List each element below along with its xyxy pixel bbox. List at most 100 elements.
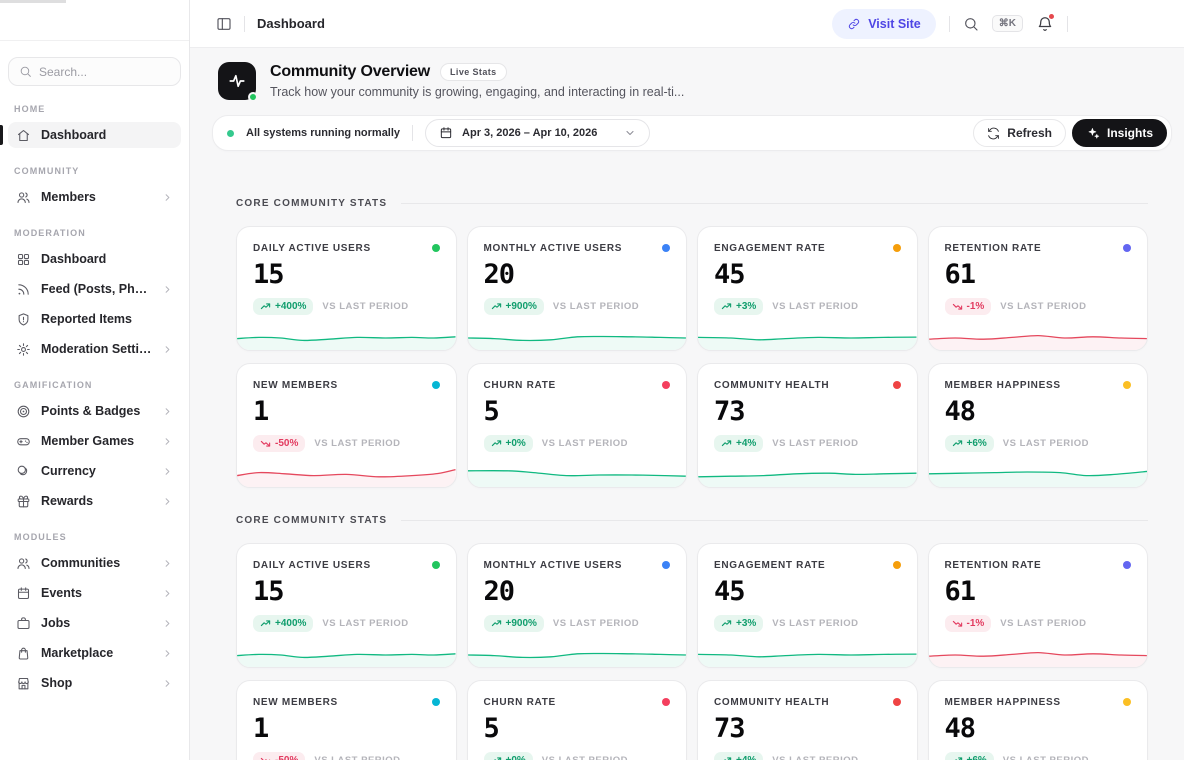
home-icon — [16, 128, 31, 143]
page-header: Community Overview Live Stats Track how … — [212, 62, 1172, 100]
calendar-icon — [16, 586, 31, 601]
stat-compare-note: VS LAST PERIOD — [542, 438, 628, 449]
sidebar-item-moderation-settings[interactable]: Moderation Settings — [8, 336, 181, 362]
insights-button[interactable]: Insights — [1072, 119, 1167, 147]
stat-label: COMMUNITY HEALTH — [714, 380, 829, 391]
gift-icon — [16, 494, 31, 509]
stat-value: 15 — [253, 578, 440, 605]
stat-compare-note: VS LAST PERIOD — [1000, 301, 1086, 312]
notifications-button[interactable] — [1036, 15, 1054, 33]
stat-change-badge: +0% — [484, 435, 533, 452]
trend-up-icon — [721, 438, 732, 449]
sidebar-item-reported-items[interactable]: Reported Items — [8, 306, 181, 332]
sidebar-nav: HOME Dashboard COMMUNITY Members MODERAT… — [8, 104, 181, 696]
stat-change-value: +3% — [736, 301, 756, 312]
sidebar-item-shop[interactable]: Shop — [8, 670, 181, 696]
visit-site-button[interactable]: Visit Site — [832, 9, 936, 39]
stat-compare-note: VS LAST PERIOD — [314, 438, 400, 449]
stat-value: 1 — [253, 398, 440, 425]
grid-icon — [16, 252, 31, 267]
stat-label: COMMUNITY HEALTH — [714, 697, 829, 708]
stat-card-new-members: NEW MEMBERS 1 -50% VS LAST PERIOD — [236, 680, 457, 760]
stat-compare-note: VS LAST PERIOD — [772, 618, 858, 629]
sidebar-item-dashboard[interactable]: Dashboard — [8, 246, 181, 272]
keyboard-shortcut-badge: ⌘K — [992, 15, 1023, 32]
sidebar-item-jobs[interactable]: Jobs — [8, 610, 181, 636]
refresh-button[interactable]: Refresh — [973, 119, 1066, 147]
trend-down-icon — [952, 301, 963, 312]
sparkline-chart — [468, 320, 687, 350]
stat-change-badge: +6% — [945, 435, 994, 452]
trend-down-icon — [260, 438, 271, 449]
sidebar-section-label: GAMIFICATION — [14, 380, 175, 390]
sidebar-item-dashboard[interactable]: Dashboard — [8, 122, 181, 148]
page-subtitle: Track how your community is growing, eng… — [270, 85, 684, 99]
section-title: CORE COMMUNITY STATS — [236, 515, 387, 526]
sidebar-item-members[interactable]: Members — [8, 184, 181, 210]
stat-label: NEW MEMBERS — [253, 697, 338, 708]
sidebar-item-label: Feed (Posts, Photos, Vi... — [41, 282, 152, 296]
stat-value: 5 — [484, 398, 671, 425]
sidebar-item-feed-posts-photos-vi[interactable]: Feed (Posts, Photos, Vi... — [8, 276, 181, 302]
stat-change-value: +400% — [275, 301, 306, 312]
sparkline-chart — [929, 457, 1148, 487]
stats-section: CORE COMMUNITY STATS DAILY ACTIVE USERS … — [212, 198, 1172, 488]
sidebar-toggle-button[interactable] — [216, 16, 232, 32]
visit-site-label: Visit Site — [868, 17, 921, 31]
page-title: Community Overview — [270, 63, 430, 81]
stat-compare-note: VS LAST PERIOD — [322, 618, 408, 629]
stat-compare-note: VS LAST PERIOD — [772, 301, 858, 312]
stat-value: 48 — [945, 715, 1132, 742]
sidebar-item-label: Shop — [41, 676, 152, 690]
sidebar-item-member-games[interactable]: Member Games — [8, 428, 181, 454]
store-icon — [16, 676, 31, 691]
search-input[interactable] — [39, 65, 170, 79]
stat-change-value: -1% — [967, 301, 985, 312]
sidebar-item-rewards[interactable]: Rewards — [8, 488, 181, 514]
sparkline-chart — [929, 320, 1148, 350]
sparkline-chart — [698, 637, 917, 667]
trend-up-icon — [260, 618, 271, 629]
stat-value: 20 — [484, 578, 671, 605]
stat-card-retention-rate: RETENTION RATE 61 -1% VS LAST PERIOD — [928, 226, 1149, 351]
sidebar-item-currency[interactable]: Currency — [8, 458, 181, 484]
system-status-text: All systems running normally — [246, 127, 400, 139]
date-range-picker[interactable]: Apr 3, 2026 – Apr 10, 2026 — [425, 119, 650, 147]
stat-label: RETENTION RATE — [945, 243, 1042, 254]
sparkline-chart — [698, 320, 917, 350]
sparkles-icon — [1086, 126, 1100, 140]
stat-change-value: +3% — [736, 618, 756, 629]
sidebar-item-points-badges[interactable]: Points & Badges — [8, 398, 181, 424]
sidebar-search[interactable] — [8, 57, 181, 86]
stat-change-badge: +400% — [253, 298, 313, 315]
stat-label: DAILY ACTIVE USERS — [253, 243, 371, 254]
section-title: CORE COMMUNITY STATS — [236, 198, 387, 209]
stat-change-value: +400% — [275, 618, 306, 629]
stat-color-dot — [432, 698, 440, 706]
stat-change-badge: +900% — [484, 615, 544, 632]
stat-color-dot — [432, 381, 440, 389]
panel-left-icon — [216, 16, 232, 32]
stat-compare-note: VS LAST PERIOD — [1000, 618, 1086, 629]
chevron-right-icon — [162, 406, 173, 417]
stat-card-churn-rate: CHURN RATE 5 +0% VS LAST PERIOD — [467, 680, 688, 760]
sidebar-item-communities[interactable]: Communities — [8, 550, 181, 576]
search-icon — [19, 65, 32, 78]
trend-down-icon — [260, 755, 271, 760]
sidebar-section-label: MODERATION — [14, 228, 175, 238]
sidebar-item-events[interactable]: Events — [8, 580, 181, 606]
stat-compare-note: VS LAST PERIOD — [314, 755, 400, 760]
trend-up-icon — [721, 755, 732, 760]
search-button[interactable] — [963, 16, 979, 32]
sidebar-item-label: Dashboard — [41, 252, 173, 266]
stat-card-engagement-rate: ENGAGEMENT RATE 45 +3% VS LAST PERIOD — [697, 543, 918, 668]
trend-down-icon — [952, 618, 963, 629]
stat-label: MEMBER HAPPINESS — [945, 380, 1061, 391]
stat-color-dot — [662, 381, 670, 389]
live-stats-badge: Live Stats — [440, 63, 507, 81]
sidebar-item-marketplace[interactable]: Marketplace — [8, 640, 181, 666]
stat-color-dot — [432, 561, 440, 569]
stat-value: 5 — [484, 715, 671, 742]
chevron-right-icon — [162, 588, 173, 599]
stat-label: MEMBER HAPPINESS — [945, 697, 1061, 708]
